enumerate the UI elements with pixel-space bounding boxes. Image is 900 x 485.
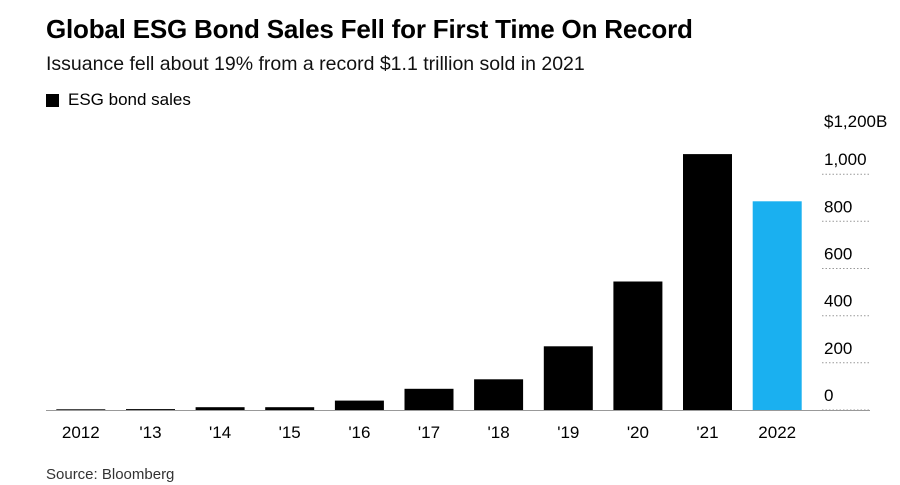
bar-13	[126, 409, 175, 410]
source-note: Source: Bloomberg	[46, 466, 175, 483]
chart-title: Global ESG Bond Sales Fell for First Tim…	[46, 14, 693, 44]
y-tick-label: 400	[824, 292, 852, 311]
x-tick-label: '15	[279, 423, 301, 442]
bar-2012	[56, 409, 106, 411]
y-tick-label: 1,000	[824, 150, 867, 169]
y-axis: 0 200 400 600 800 1,000 $1,200B	[822, 112, 887, 411]
x-tick-label: 2012	[62, 423, 100, 442]
bar-2022	[752, 201, 802, 410]
x-tick-label: '18	[488, 423, 510, 442]
legend-label: ESG bond sales	[68, 90, 191, 109]
chart-subtitle: Issuance fell about 19% from a record $1…	[46, 53, 585, 75]
x-tick-label: '17	[418, 423, 440, 442]
x-tick-label: '13	[139, 423, 161, 442]
bar-18	[474, 379, 524, 410]
bar-21	[683, 154, 732, 410]
x-tick-label: '21	[696, 423, 718, 442]
x-axis: 2012 '13 '14 '15 '16 '17 '18 '19 '20 '21 2022	[62, 423, 796, 442]
bar-14	[195, 407, 245, 410]
x-tick-label: '20	[627, 423, 649, 442]
x-tick-label: '16	[348, 423, 370, 442]
bar-20	[613, 281, 663, 410]
y-tick-label: 800	[824, 197, 852, 216]
bars-group	[56, 154, 802, 411]
bar-16	[334, 400, 384, 410]
legend: ESG bond sales	[46, 90, 191, 110]
y-tick-label: 0	[824, 386, 833, 405]
legend-swatch	[46, 93, 59, 107]
bar-15	[265, 407, 315, 410]
y-tick-label: 600	[824, 245, 852, 264]
y-tick-label: $1,200B	[824, 112, 887, 131]
bar-17	[404, 388, 454, 410]
y-tick-label: 200	[824, 339, 852, 358]
bar-19	[543, 346, 593, 410]
x-tick-label: '19	[557, 423, 579, 442]
x-tick-label: '14	[209, 423, 231, 442]
x-tick-label: 2022	[758, 423, 796, 442]
